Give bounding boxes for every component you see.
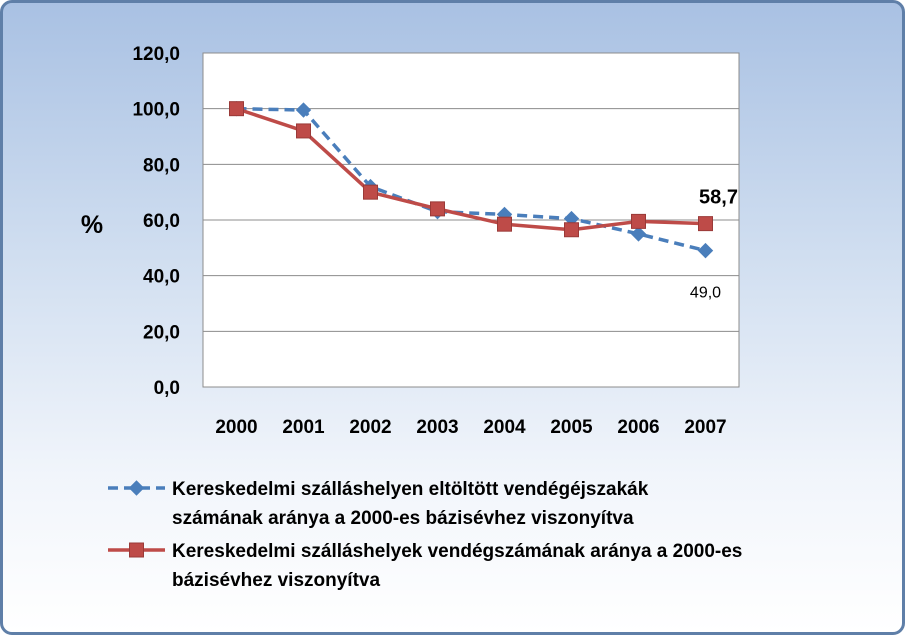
square-marker bbox=[229, 101, 244, 117]
y-tick-label: 0,0 bbox=[154, 378, 180, 399]
series-line bbox=[235, 107, 706, 232]
x-axis-ticks: 2000 2001 2002 2003 2004 2005 2006 2007 bbox=[215, 417, 726, 438]
diamond-marker bbox=[128, 480, 145, 496]
legend-item-2: Kereskedelmi szálláshelyek vendégszámána… bbox=[108, 541, 742, 591]
diamond-marker bbox=[295, 102, 312, 118]
square-marker bbox=[631, 213, 646, 229]
x-tick-label: 2006 bbox=[617, 417, 659, 438]
x-tick-label: 2000 bbox=[215, 417, 257, 438]
diamond-marker bbox=[630, 226, 647, 242]
legend-label: Kereskedelmi szálláshelyek vendégszámána… bbox=[172, 541, 742, 562]
y-tick-label: 100,0 bbox=[132, 100, 180, 121]
y-tick-label: 120,0 bbox=[132, 44, 180, 65]
square-marker bbox=[564, 222, 579, 238]
y-tick-label: 20,0 bbox=[143, 322, 180, 343]
series-line bbox=[236, 106, 706, 253]
legend-label: számának aránya a 2000-es bázisévhez vis… bbox=[172, 508, 634, 529]
legend-label: Kereskedelmi szálláshelyen eltöltött ven… bbox=[172, 479, 649, 500]
y-tick-label: 60,0 bbox=[143, 211, 180, 232]
x-tick-label: 2007 bbox=[684, 417, 726, 438]
data-labels: 49,0 58,7 bbox=[690, 187, 738, 302]
square-marker bbox=[698, 216, 713, 232]
x-tick-label: 2004 bbox=[483, 417, 526, 438]
x-tick-label: 2003 bbox=[416, 417, 458, 438]
legend-item-1: Kereskedelmi szálláshelyen eltöltött ven… bbox=[108, 479, 649, 529]
x-tick-label: 2001 bbox=[282, 417, 325, 438]
data-label-series-1: 49,0 bbox=[690, 285, 721, 302]
legend: Kereskedelmi szálláshelyen eltöltött ven… bbox=[108, 479, 742, 591]
series-group bbox=[228, 100, 714, 259]
square-marker bbox=[129, 542, 144, 558]
square-marker bbox=[497, 216, 512, 232]
square-marker bbox=[363, 184, 378, 200]
y-tick-label: 80,0 bbox=[143, 155, 180, 176]
y-axis-ticks: 0,0 20,0 40,0 60,0 80,0 100,0 120,0 bbox=[132, 44, 180, 399]
y-axis-label: % bbox=[81, 211, 103, 239]
series-2 bbox=[229, 101, 713, 238]
y-tick-label: 40,0 bbox=[143, 267, 180, 288]
legend-label: bázisévhez viszonyítva bbox=[172, 570, 380, 591]
square-marker bbox=[430, 201, 445, 217]
x-tick-label: 2002 bbox=[349, 417, 391, 438]
diamond-marker bbox=[697, 242, 714, 259]
square-marker bbox=[296, 123, 311, 139]
data-label-series-2: 58,7 bbox=[699, 187, 738, 209]
x-tick-label: 2005 bbox=[550, 417, 593, 438]
